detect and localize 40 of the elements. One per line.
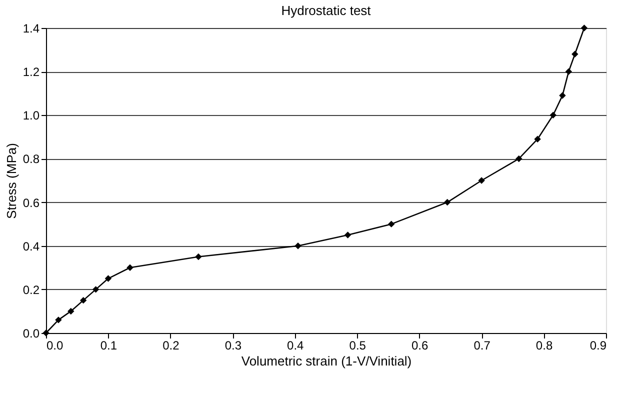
y-tick-label: 0.8 bbox=[22, 152, 40, 166]
point bbox=[559, 92, 566, 99]
x-tick-label: 0.5 bbox=[349, 338, 366, 352]
x-tick-label: 0.6 bbox=[411, 338, 428, 352]
x-tick-label: 0.3 bbox=[224, 338, 242, 352]
y-tick-label: 0.0 bbox=[22, 326, 40, 340]
x-tick-label: 0.0 bbox=[46, 338, 64, 352]
y-tick-label: 1.2 bbox=[22, 65, 40, 80]
point bbox=[565, 68, 572, 75]
y-tick-label: 0.4 bbox=[22, 239, 40, 254]
point bbox=[92, 286, 100, 293]
x-tick-label: 0.1 bbox=[100, 338, 118, 352]
point bbox=[516, 155, 522, 162]
point bbox=[294, 242, 302, 250]
point bbox=[68, 308, 74, 315]
chart-title: Hydrostatic test bbox=[281, 3, 372, 18]
point bbox=[195, 253, 202, 260]
point bbox=[580, 24, 588, 32]
point bbox=[550, 112, 556, 118]
x-tick-label: 0.2 bbox=[162, 338, 180, 352]
y-tick-label: 1.0 bbox=[22, 108, 40, 123]
x-tick-label: 0.9 bbox=[590, 338, 607, 352]
point bbox=[444, 198, 451, 206]
point bbox=[126, 264, 134, 271]
y-axis-title: Stress (MPa) bbox=[4, 143, 19, 219]
point bbox=[55, 316, 62, 324]
point bbox=[344, 232, 352, 238]
point bbox=[388, 220, 395, 228]
point bbox=[80, 296, 87, 304]
y-tick-label: 1.4 bbox=[22, 22, 40, 36]
y-tick-label: 0.6 bbox=[22, 196, 40, 210]
point bbox=[478, 177, 485, 184]
point bbox=[104, 275, 112, 282]
point bbox=[534, 136, 541, 142]
x-tick-label: 0.4 bbox=[287, 338, 304, 352]
y-tick-label: 0.2 bbox=[22, 282, 40, 297]
x-tick-label: 0.8 bbox=[536, 338, 553, 352]
x-tick-label: 0.7 bbox=[474, 338, 491, 352]
point bbox=[572, 50, 578, 58]
x-axis-title: Volumetric strain (1-V/Vinitial) bbox=[241, 354, 412, 368]
